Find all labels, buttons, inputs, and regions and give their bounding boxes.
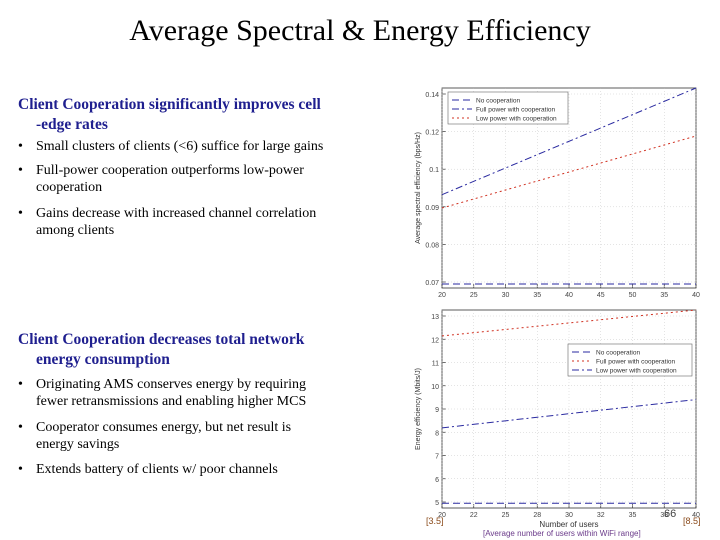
- x-tick-label: 28: [533, 512, 541, 519]
- x-tick-label: 25: [502, 512, 510, 519]
- x-tick-label: 30: [565, 512, 573, 519]
- bullet-5-line2: energy savings: [36, 437, 120, 452]
- x-tick-label: 20: [438, 512, 446, 519]
- energy-efficiency-chart: 13 12 11 10 9 8 7 6 5 20 22 25 28 30 32 35 38 40 Energy ef…: [415, 309, 700, 529]
- series-line-3: [441, 135, 697, 209]
- x-tick-label: 32: [597, 512, 605, 519]
- legend-label-3: Low power with cooperation: [596, 368, 677, 375]
- bullet-dot: •: [18, 420, 23, 435]
- legend-label-1: No cooperation: [596, 350, 640, 357]
- section2-heading-line2: energy consumption: [36, 351, 170, 368]
- bullet-3-line1: Gains decrease with increased channel co…: [36, 206, 317, 221]
- section2-heading-line1: Client Cooperation decreases total netwo…: [18, 331, 305, 348]
- legend-label-2: Full power with cooperation: [596, 359, 676, 366]
- bullet-2: • Full-power cooperation outperforms low…: [18, 162, 388, 196]
- x-tick-label: 50: [629, 292, 637, 299]
- bullet-4-line1: Originating AMS conserves energy by requ…: [36, 377, 306, 392]
- x-tick-label: 35: [629, 512, 637, 519]
- spectral-efficiency-chart: 0.14 0.12 0.1 0.09 0.08 0.07 20 25 30 35 40 45 50 35 4…: [415, 87, 700, 299]
- bullet-2-line2: cooperation: [36, 180, 103, 195]
- legend-box: [567, 343, 693, 377]
- bullet-3-line2: among clients: [36, 223, 115, 238]
- y-tick-label: 0.08: [425, 242, 439, 249]
- y-axis-label: Energy efficiency (Mbits/J): [415, 368, 422, 450]
- bullet-4: • Originating AMS conserves energy by re…: [18, 376, 388, 410]
- slide-number: 66: [664, 508, 677, 520]
- bullet-6-line1: Extends battery of clients w/ poor chann…: [36, 462, 278, 477]
- bullet-5: • Cooperator consumes energy, but net re…: [18, 419, 388, 453]
- x-tick-label: 22: [470, 512, 478, 519]
- x-tick-label: 35: [660, 292, 668, 299]
- legend-label-3: Low power with cooperation: [476, 116, 557, 123]
- section2-heading: Client Cooperation decreases total netwo…: [18, 330, 398, 370]
- y-tick-label: 7: [435, 454, 439, 461]
- x-tick-label: 20: [438, 292, 446, 299]
- y-tick-label: 12: [431, 337, 439, 344]
- x-tick-label: 40: [692, 512, 700, 519]
- legend-label-2: Full power with cooperation: [476, 107, 556, 114]
- reference-right: [8.5]: [683, 516, 701, 526]
- bullet-dot: •: [18, 377, 23, 392]
- slide-title: Average Spectral & Energy Efficiency: [129, 14, 591, 47]
- bullet-4-line2: fewer retransmissions and enabling highe…: [36, 394, 307, 409]
- legend-label-1: No cooperation: [476, 98, 520, 105]
- x-axis-label: Number of users: [539, 520, 598, 529]
- chart-caption: [Average number of users within WiFi ran…: [483, 529, 641, 538]
- x-tick-label: 45: [597, 292, 605, 299]
- bullet-2-line1: Full-power cooperation outperforms low-p…: [36, 163, 304, 178]
- bullet-6: • Extends battery of clients w/ poor cha…: [18, 461, 388, 478]
- x-tick-label: 30: [502, 292, 510, 299]
- bullet-3: • Gains decrease with increased channel …: [18, 205, 388, 239]
- bullet-dot: •: [18, 139, 23, 154]
- bullet-dot: •: [18, 206, 23, 221]
- y-tick-label: 0.14: [425, 92, 439, 99]
- x-tick-label: 35: [533, 292, 541, 299]
- section1-heading: Client Cooperation significantly improve…: [18, 95, 398, 135]
- x-tick-label: 25: [470, 292, 478, 299]
- section1-heading-line2: -edge rates: [36, 116, 108, 133]
- y-tick-label: 0.07: [425, 280, 439, 287]
- series-line-2: [441, 87, 697, 196]
- y-tick-label: 8: [435, 430, 439, 437]
- x-tick-label: 38: [660, 512, 668, 519]
- y-tick-label: 13: [431, 314, 439, 321]
- y-tick-label: 5: [435, 500, 439, 507]
- bullet-1-line1: Small clusters of clients (<6) suffice f…: [36, 139, 324, 154]
- bullet-1: • Small clusters of clients (<6) suffice…: [18, 138, 388, 155]
- reference-left: [3.5]: [426, 516, 444, 526]
- y-tick-label: 6: [435, 477, 439, 484]
- y-tick-label: 0.09: [425, 205, 439, 212]
- y-tick-label: 0.1: [429, 167, 439, 174]
- y-axis-label: Average spectral efficiency (bps/Hz): [415, 132, 422, 244]
- y-tick-label: 11: [432, 361, 439, 368]
- x-tick-label: 40: [565, 292, 573, 299]
- legend-box: [447, 91, 569, 125]
- y-tick-label: 0.12: [425, 130, 439, 137]
- bullet-5-line1: Cooperator consumes energy, but net resu…: [36, 420, 292, 435]
- series-line-3: [441, 399, 697, 429]
- y-tick-label: 10: [431, 384, 439, 391]
- bullet-dot: •: [18, 462, 23, 477]
- x-tick-label: 40: [692, 292, 700, 299]
- bullet-dot: •: [18, 163, 23, 178]
- section1-heading-line1: Client Cooperation significantly improve…: [18, 96, 321, 113]
- y-tick-label: 9: [435, 407, 439, 414]
